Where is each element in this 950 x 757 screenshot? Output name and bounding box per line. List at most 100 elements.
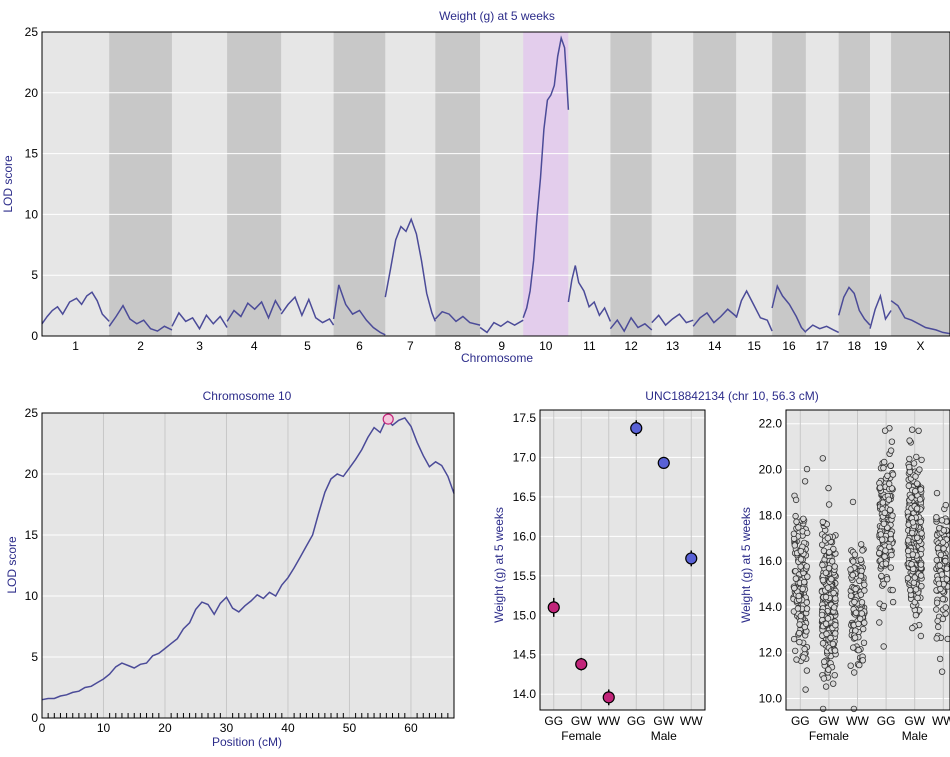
mean-point-3[interactable] [630,422,643,435]
individual-point [822,569,830,576]
individual-point [827,634,834,642]
individual-point [847,566,854,573]
individuals-group-female: Female [809,729,849,743]
individual-point [797,556,805,563]
means-ytick: 15.0 [513,608,537,622]
individual-point [881,509,888,516]
individuals-xtick-5: WW [932,714,950,728]
chromosome-band-6[interactable] [333,32,386,336]
individual-point [830,589,837,597]
chromosome-band-3[interactable] [171,32,228,336]
chromosome-label-19: 19 [874,339,888,353]
chromosome-band-7[interactable] [385,32,436,336]
means-ytick: 15.5 [513,569,537,583]
individual-point [909,426,916,433]
individual-point [819,561,826,569]
individual-point [887,447,895,454]
individual-point [917,486,924,493]
individual-point [907,587,914,594]
individual-point [802,686,809,693]
lod-curve-chr16 [771,283,807,333]
mean-point-2[interactable] [602,691,615,704]
chromosome-label-3: 3 [196,339,203,353]
individual-point [820,547,828,554]
chromosome-label-12: 12 [624,339,638,353]
chromosome-band-11[interactable] [568,32,611,336]
chromosome-band-X[interactable] [891,32,950,336]
individual-point [908,561,915,568]
chromosome-band-13[interactable] [651,32,694,336]
mean-point-4[interactable] [657,456,670,469]
individual-point [905,537,912,544]
individual-point [905,547,912,555]
chromosome-band-14[interactable] [693,32,737,336]
individual-point [918,456,925,464]
chromosome-band-19[interactable] [870,32,892,336]
chr10-ytick-10: 10 [25,589,39,603]
lod-curve-chr7 [384,217,436,322]
mean-point-0[interactable] [547,601,560,614]
chromosome-band-9[interactable] [480,32,524,336]
individual-point [824,535,831,542]
individual-point [819,541,826,548]
individual-point [877,531,884,538]
peak-marker[interactable] [382,413,394,425]
individual-point [858,599,866,606]
individuals-ylabel: Weight (g) at 5 weeks [739,507,753,623]
individual-point [916,496,924,503]
individual-point [944,635,950,643]
chromosome-band-5[interactable] [281,32,334,336]
individual-point [917,518,924,526]
individual-point [887,462,894,469]
individual-point [906,437,913,444]
individual-point [859,657,866,664]
individual-point [800,654,807,661]
individual-point [916,466,923,473]
chromosome-band-15[interactable] [736,32,773,336]
genome-frame [41,31,950,337]
individual-point [825,501,833,508]
individual-point [933,557,940,564]
individual-point [881,458,888,466]
individual-point [819,577,827,584]
chromosome-band-12[interactable] [610,32,652,336]
individual-point [881,553,888,560]
individual-point [879,536,886,543]
individual-point [857,591,865,598]
chromosome-band-1[interactable] [42,32,110,336]
individual-point [857,556,864,563]
individual-point [909,624,916,632]
mean-point-1[interactable] [575,658,588,671]
individual-point [917,632,925,640]
individual-point [858,610,865,617]
chr10-xtick-10: 10 [97,721,111,735]
individual-point [796,629,803,637]
individual-point [850,644,857,651]
mean-point-5[interactable] [685,552,698,565]
individual-point [847,592,855,599]
individual-point [942,604,949,611]
means-ytick: 16.5 [513,490,537,504]
individual-point [856,577,863,584]
individual-point [912,488,919,495]
individual-point [824,584,832,591]
individual-point [889,471,897,478]
individual-point [796,621,803,628]
individual-point [801,623,808,631]
individual-point [933,489,941,497]
chromosome-band-4[interactable] [227,32,282,336]
chromosome-band-16[interactable] [772,32,806,336]
individual-point [799,585,806,593]
individuals-plot-area [786,410,950,710]
chromosome-band-18[interactable] [838,32,871,336]
means-frame [539,409,706,711]
individual-point [876,484,884,491]
individual-point [791,542,798,549]
individual-point [938,571,946,578]
chromosome-band-17[interactable] [805,32,839,336]
individual-point [852,585,859,593]
chr10-xlabel: Position (cM) [212,735,282,749]
chromosome-band-2[interactable] [109,32,172,336]
chromosome-band-8[interactable] [435,32,481,336]
individual-point [915,427,922,434]
